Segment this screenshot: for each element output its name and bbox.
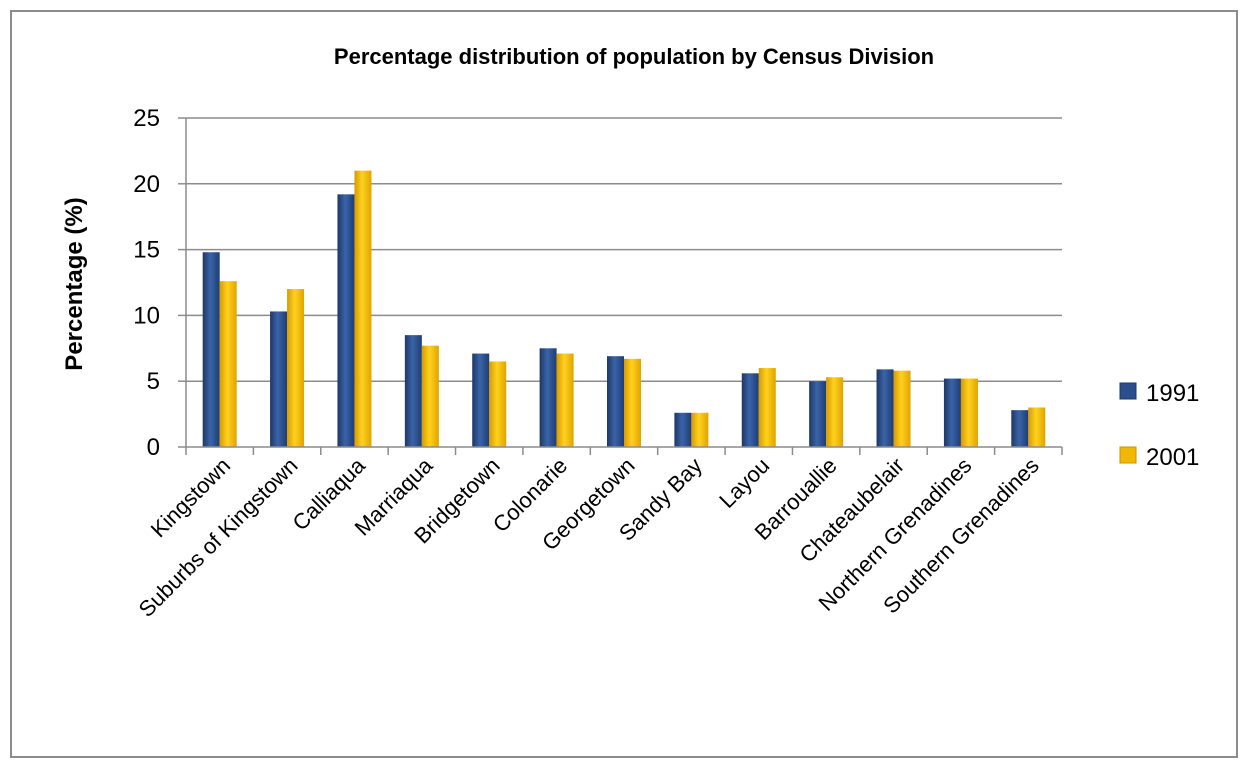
y-tick-label: 25: [133, 105, 160, 132]
bars: [202, 170, 1046, 447]
legend: 1991 2001: [1119, 380, 1199, 471]
legend-swatch-2001: [1119, 446, 1137, 464]
bar-1991: [876, 369, 894, 447]
bar-2001: [826, 377, 844, 447]
bar-2001: [624, 358, 641, 447]
bar-2001: [758, 368, 776, 447]
y-tick-labels: 0 5 10 15 20 25: [133, 105, 186, 461]
y-tick-label: 5: [147, 368, 160, 395]
bar-1991: [1011, 410, 1029, 447]
bar-2001: [489, 361, 507, 447]
x-tick-label: Layou: [714, 453, 774, 513]
axes: [185, 118, 1063, 455]
y-axis-label: Percentage (%): [61, 197, 88, 370]
gridlines: [186, 117, 1062, 382]
bar-2001: [893, 370, 911, 447]
y-tick-label: 0: [147, 434, 160, 461]
bar-1991: [404, 335, 422, 447]
legend-label-1991: 1991: [1146, 380, 1199, 407]
bar-1991: [809, 381, 827, 447]
bar-1991: [539, 348, 557, 447]
bar-1991: [943, 378, 961, 447]
legend-label-2001: 2001: [1146, 444, 1199, 471]
bar-2001: [556, 353, 574, 447]
bar-1991: [337, 194, 355, 447]
bar-2001: [287, 289, 305, 447]
y-tick-label: 15: [133, 237, 160, 264]
bar-2001: [421, 345, 439, 447]
chart-title: Percentage distribution of population by…: [334, 44, 934, 69]
bar-2001: [354, 170, 372, 447]
bar-2001: [960, 378, 978, 447]
bar-1991: [741, 373, 759, 447]
bar-1991: [674, 412, 692, 447]
bar-2001: [219, 281, 237, 447]
y-tick-label: 10: [133, 302, 160, 329]
bar-1991: [202, 252, 220, 447]
bar-1991: [472, 353, 490, 447]
y-tick-label: 20: [133, 171, 160, 198]
bar-2001: [1028, 407, 1046, 447]
bar-1991: [607, 356, 624, 447]
bar-2001: [691, 412, 709, 447]
legend-swatch-1991: [1119, 382, 1137, 400]
bar-1991: [270, 311, 288, 447]
